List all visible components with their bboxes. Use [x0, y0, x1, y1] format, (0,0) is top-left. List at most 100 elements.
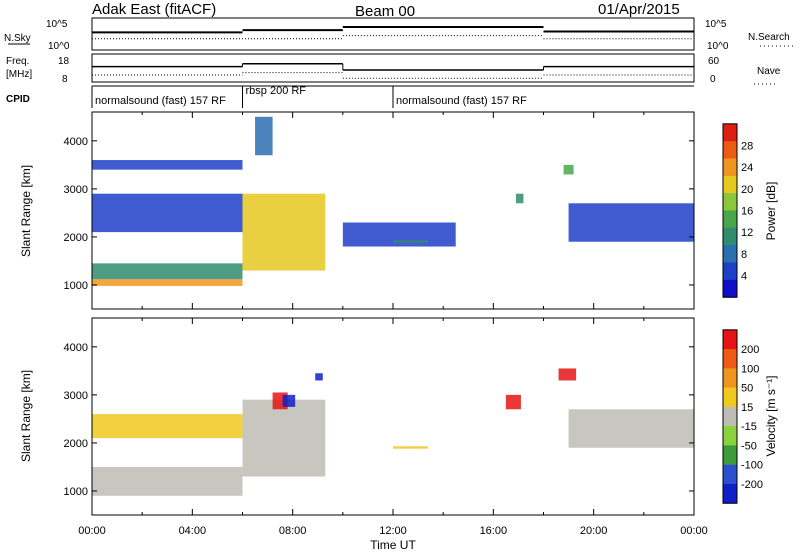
power-echo-region — [255, 116, 273, 156]
power-echo-region — [242, 193, 326, 271]
nsky-panel: N.Sky 10^5 10^0 10^5 10^0 N.Search — [4, 17, 795, 52]
power-colorbar-tick: 20 — [741, 184, 753, 196]
velocity-colorbar-cell — [723, 387, 737, 408]
date-title: 01/Apr/2015 — [598, 1, 680, 18]
velocity-colorbar-tick: -50 — [741, 440, 757, 452]
velocity-echo-region — [282, 394, 296, 407]
power-colorbar-cell — [723, 245, 737, 264]
nsky-tick-bottom: 10^0 — [48, 41, 70, 52]
nave-tick-bottom: 0 — [710, 74, 716, 85]
power-colorbar-label: Power [dB] — [764, 182, 778, 241]
power-colorbar-cell — [723, 279, 737, 298]
velocity-colorbar-tick: 50 — [741, 383, 753, 395]
time-tick-label: 04:00 — [179, 525, 207, 537]
power-colorbar-cell — [723, 158, 737, 177]
nave-label: Nave — [757, 66, 781, 77]
power-colorbar-tick: 28 — [741, 140, 753, 152]
radar-title: Adak East (fitACF) — [92, 1, 216, 18]
velocity-ylabel: Slant Range [km] — [19, 370, 33, 462]
velocity-colorbar-cell — [723, 464, 737, 485]
nsearch-label: N.Search — [748, 32, 790, 43]
power-echo-region — [92, 193, 243, 233]
power-colorbar-cell — [723, 262, 737, 281]
velocity-echo-region — [92, 414, 243, 439]
power-colorbar-tick: 8 — [741, 249, 747, 261]
nsky-label: N.Sky — [4, 33, 31, 44]
power-colorbar-cell — [723, 141, 737, 159]
velocity-ytick-label: 2000 — [64, 438, 88, 450]
time-tick-label: 20:00 — [580, 525, 608, 537]
cpid-segment-label: rbsp 200 RF — [246, 85, 307, 97]
power-ylabel: Slant Range [km] — [19, 165, 33, 257]
velocity-colorbar-cell — [723, 445, 737, 466]
velocity-colorbar-tick: 15 — [741, 402, 753, 414]
cpid-segment-label: normalsound (fast) 157 RF — [396, 95, 527, 107]
freq-unit: [MHz] — [6, 69, 32, 80]
time-xlabel: Time UT — [370, 538, 416, 552]
velocity-echo-region — [315, 373, 323, 381]
time-tick-label: 08:00 — [279, 525, 307, 537]
velocity-colorbar-cell — [723, 426, 737, 446]
power-ytick-label: 4000 — [64, 136, 88, 148]
nave-tick-top: 60 — [708, 56, 720, 67]
velocity-echo-region — [505, 394, 521, 410]
velocity-colorbar-tick: -100 — [741, 460, 763, 472]
velocity-colorbar-tick: -15 — [741, 421, 757, 433]
velocity-colorbar-tick: 200 — [741, 344, 759, 356]
velocity-echo-region — [92, 466, 243, 496]
velocity-ytick-label: 4000 — [64, 342, 88, 354]
freq-tick-bottom: 8 — [62, 74, 68, 85]
time-tick-label: 00:00 — [78, 525, 106, 537]
power-echo-region — [92, 263, 243, 280]
time-tick-label: 00:00 — [680, 525, 708, 537]
power-colorbar-cell — [723, 123, 737, 142]
velocity-colorbar-cell — [723, 483, 737, 504]
power-colorbar-tick: 16 — [741, 206, 753, 218]
power-colorbar-cell — [723, 175, 737, 194]
time-tick-label: 16:00 — [480, 525, 508, 537]
freq-frame — [91, 53, 695, 83]
power-colorbar-tick: 4 — [741, 271, 747, 283]
power-panel: 1000 2000 3000 4000 Slant Range [km] 4 8 12 16… — [19, 111, 778, 310]
power-colorbar-cell — [723, 227, 737, 246]
power-colorbar-tick: 24 — [741, 162, 753, 174]
power-echo-region — [393, 240, 429, 243]
velocity-echo-region — [393, 446, 429, 449]
velocity-colorbar-cell — [723, 349, 737, 369]
power-colorbar-cell — [723, 210, 737, 229]
velocity-echo-region — [568, 409, 694, 448]
power-echo-region — [92, 160, 243, 170]
power-ytick-label: 2000 — [64, 232, 88, 244]
velocity-colorbar-tick: -200 — [741, 479, 763, 491]
velocity-panel: 1000 2000 3000 4000 Slant Range [km] 200 100… — [19, 317, 778, 552]
time-tick-label: 12:00 — [379, 525, 407, 537]
freq-label: Freq. — [6, 56, 29, 67]
power-colorbar-frame — [722, 123, 738, 298]
power-echo-region — [342, 222, 456, 247]
power-ytick-label: 3000 — [64, 184, 88, 196]
cpid-segment-label: normalsound (fast) 157 RF — [95, 95, 226, 107]
power-ytick-label: 1000 — [64, 280, 88, 292]
cpid-panel: CPID normalsound (fast) 157 RF rbsp 200 R… — [6, 85, 694, 108]
beam-title: Beam 00 — [355, 3, 415, 20]
freq-panel: Freq. [MHz] 18 8 60 0 Nave — [6, 53, 781, 85]
velocity-colorbar-tick: 100 — [741, 363, 759, 375]
velocity-colorbar-frame — [722, 329, 738, 504]
velocity-echo-region — [558, 368, 577, 381]
cpid-label: CPID — [6, 94, 30, 105]
nsearch-tick-bottom: 10^0 — [707, 41, 729, 52]
velocity-echo-region — [242, 399, 326, 477]
velocity-colorbar-cell — [723, 406, 737, 427]
power-echo-region — [568, 203, 694, 242]
power-echo-region — [515, 193, 524, 204]
velocity-colorbar-label: Velocity [m s⁻¹] — [764, 375, 778, 456]
nsearch-tick-top: 10^5 — [705, 19, 727, 30]
power-colorbar-cell — [723, 193, 737, 211]
velocity-colorbar-cell — [723, 368, 737, 389]
power-colorbar-tick: 12 — [741, 227, 753, 239]
velocity-colorbar-cell — [723, 329, 737, 350]
power-echo-region — [92, 279, 243, 286]
power-echo-region — [563, 164, 574, 175]
nsky-frame — [91, 17, 695, 51]
